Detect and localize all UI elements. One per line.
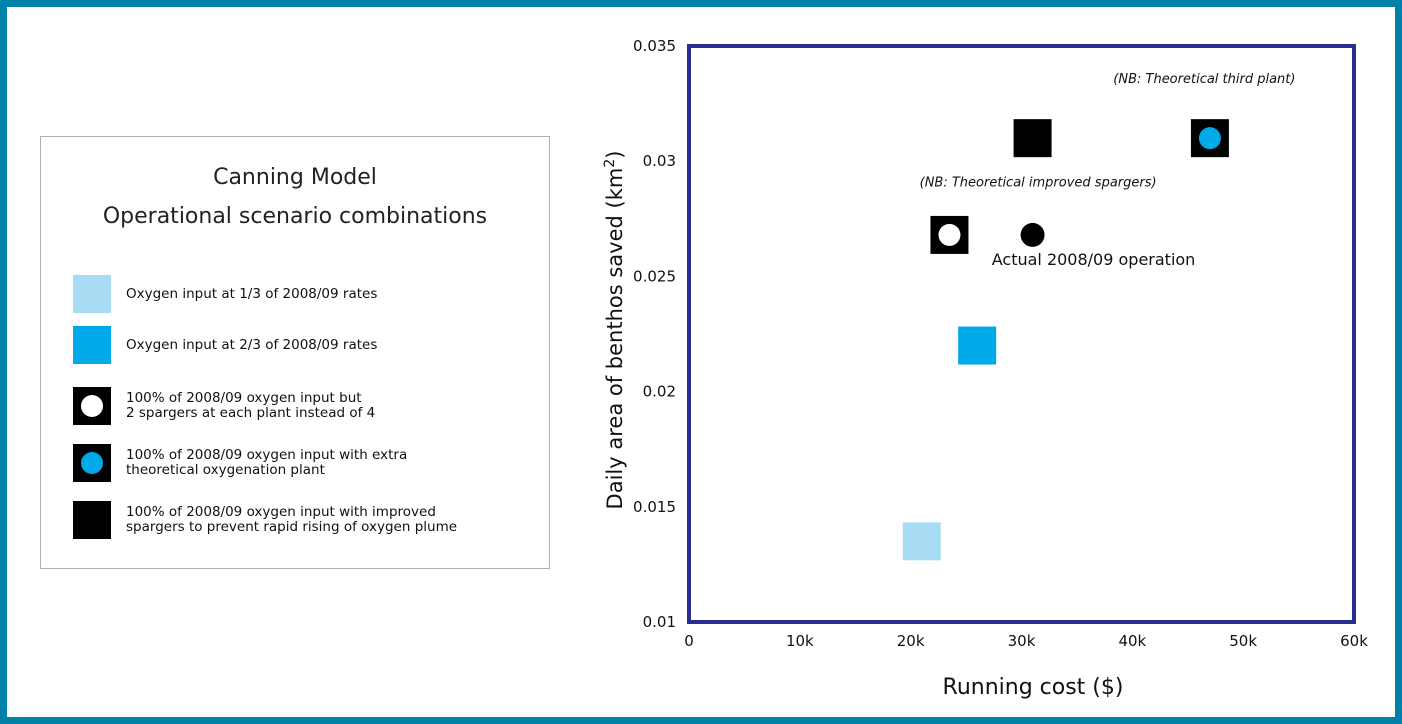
legend-item-label: Oxygen input at 2/3 of 2008/09 rates bbox=[126, 336, 378, 353]
black-square-icon bbox=[73, 501, 111, 539]
y-tick-label: 0.035 bbox=[633, 37, 676, 55]
legend-item-label: 100% of 2008/09 oxygen input but 2 sparg… bbox=[126, 390, 376, 421]
data-point-black-square bbox=[1013, 119, 1052, 158]
legend-title: Canning Model bbox=[213, 165, 377, 190]
y-axis-label: Daily area of benthos saved (km2) bbox=[602, 151, 627, 510]
legend-item-label: Oxygen input at 1/3 of 2008/09 rates bbox=[126, 285, 378, 302]
x-tick-label: 20k bbox=[897, 632, 925, 650]
y-tick-label: 0.015 bbox=[633, 498, 676, 516]
light-blue-square-icon bbox=[73, 275, 111, 313]
data-point-black-circle bbox=[1020, 222, 1045, 247]
legend: Canning Model Operational scenario combi… bbox=[40, 136, 550, 569]
blue-square-icon bbox=[73, 326, 111, 364]
x-axis-label: Running cost ($) bbox=[943, 675, 1124, 700]
chart-annotation: (NB: Theoretical improved spargers) bbox=[920, 176, 1157, 191]
black-square-blue-dot-icon bbox=[73, 444, 111, 482]
y-tick-label: 0.025 bbox=[633, 267, 676, 285]
legend-item-blue-dot: 100% of 2008/09 oxygen input with extra … bbox=[73, 444, 543, 482]
y-tick-label: 0.01 bbox=[643, 613, 676, 631]
legend-item-label: 100% of 2008/09 oxygen input with improv… bbox=[126, 504, 458, 535]
x-tick-label: 10k bbox=[786, 632, 814, 650]
legend-item-label: 100% of 2008/09 oxygen input with extra … bbox=[126, 447, 408, 478]
legend-item-black: 100% of 2008/09 oxygen input with improv… bbox=[73, 501, 543, 539]
legend-subtitle: Operational scenario combinations bbox=[102, 204, 488, 229]
y-tick-label: 0.02 bbox=[643, 383, 676, 401]
x-tick-label: 0 bbox=[684, 632, 694, 650]
data-point-light-blue-square bbox=[902, 522, 941, 561]
data-point-inner-white-dot bbox=[938, 223, 961, 246]
legend-item-light-blue: Oxygen input at 1/3 of 2008/09 rates bbox=[73, 275, 543, 313]
chart-annotation: Actual 2008/09 operation bbox=[992, 250, 1196, 269]
data-point-inner-blue-dot bbox=[1198, 127, 1221, 150]
x-tick-label: 30k bbox=[1008, 632, 1036, 650]
y-tick-label: 0.03 bbox=[643, 152, 676, 170]
legend-item-white-dot: 100% of 2008/09 oxygen input but 2 sparg… bbox=[73, 387, 543, 425]
x-tick-label: 50k bbox=[1229, 632, 1257, 650]
black-square-white-dot-icon bbox=[73, 387, 111, 425]
legend-item-blue: Oxygen input at 2/3 of 2008/09 rates bbox=[73, 326, 543, 364]
chart-annotation: (NB: Theoretical third plant) bbox=[1113, 72, 1295, 87]
x-tick-label: 40k bbox=[1118, 632, 1146, 650]
data-point-blue-square bbox=[958, 326, 997, 365]
x-tick-label: 60k bbox=[1340, 632, 1368, 650]
